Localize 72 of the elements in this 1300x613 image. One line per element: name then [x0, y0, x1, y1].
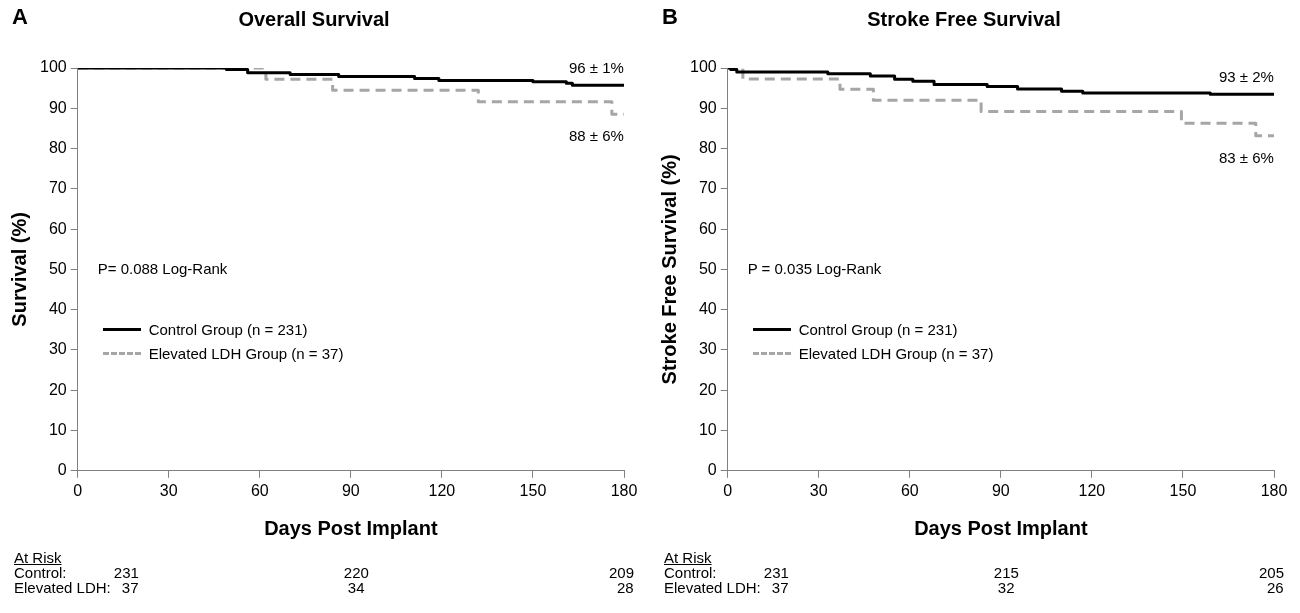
text: 37: [771, 579, 789, 596]
text: 231: [113, 564, 139, 581]
y-tick-label: 30: [698, 340, 717, 358]
x-tick-label: 0: [723, 481, 733, 499]
text: At Risk: [14, 549, 62, 566]
annotation: P= 0.088 Log-Rank: [97, 259, 228, 277]
x-tick-label: 180: [1260, 481, 1288, 499]
x-tick-label: 180: [610, 481, 638, 499]
y-tick-label: 60: [48, 219, 67, 237]
y-tick-label: 70: [698, 179, 717, 197]
x-tick-label: 60: [250, 481, 269, 499]
text: 220: [343, 564, 369, 581]
annotation: 83 ± 6%: [1219, 148, 1274, 166]
annotation: 93 ± 2%: [1219, 68, 1274, 86]
text: Elevated LDH:: [14, 579, 111, 596]
annotation: 96 ± 1%: [569, 59, 624, 77]
x-tick-label: 120: [428, 481, 456, 499]
y-tick-label: 80: [698, 138, 717, 156]
text: 205: [1259, 564, 1285, 581]
text: 26: [1267, 579, 1284, 596]
text: Control:: [14, 564, 67, 581]
x-tick-label: 90: [991, 481, 1010, 499]
y-axis-title: Survival (%): [7, 212, 30, 327]
text: 37: [121, 579, 139, 596]
x-tick-label: 30: [159, 481, 178, 499]
y-tick-label: 70: [48, 179, 67, 197]
text: Control:: [664, 564, 717, 581]
y-axis-title: Stroke Free Survival (%): [657, 154, 680, 385]
y-tick-label: 20: [698, 380, 717, 398]
x-axis-title: Days Post Implant: [914, 516, 1088, 539]
y-tick-label: 90: [698, 98, 717, 116]
text: 34: [347, 579, 365, 596]
annotation: 88 ± 6%: [569, 127, 624, 145]
y-tick-label: 0: [57, 461, 67, 479]
x-tick-label: 60: [900, 481, 919, 499]
y-tick-label: 50: [48, 259, 67, 277]
text: At Risk: [664, 549, 712, 566]
annotation: P = 0.035 Log-Rank: [747, 259, 882, 277]
x-tick-label: 90: [341, 481, 360, 499]
y-tick-label: 100: [39, 58, 67, 76]
x-tick-label: 30: [809, 481, 828, 499]
chart-title: Overall Survival: [238, 7, 390, 30]
y-tick-label: 40: [48, 300, 67, 318]
text: 209: [609, 564, 635, 581]
legend-label: Elevated LDH Group (n = 37): [798, 345, 994, 363]
x-tick-label: 0: [73, 481, 83, 499]
x-tick-label: 150: [519, 481, 547, 499]
chart-title: Stroke Free Survival: [867, 7, 1061, 30]
y-tick-label: 30: [48, 340, 67, 358]
y-tick-label: 50: [698, 259, 717, 277]
text: 28: [617, 579, 634, 596]
x-axis-title: Days Post Implant: [264, 516, 438, 539]
text: 32: [997, 579, 1015, 596]
y-tick-label: 20: [48, 380, 67, 398]
x-tick-label: 150: [1169, 481, 1197, 499]
text: 215: [993, 564, 1019, 581]
legend-label: Control Group (n = 231): [148, 321, 308, 339]
legend-label: Control Group (n = 231): [798, 321, 958, 339]
y-tick-label: 100: [689, 58, 717, 76]
y-tick-label: 40: [698, 300, 717, 318]
text: 231: [763, 564, 789, 581]
text: A: [12, 4, 28, 30]
text: Elevated LDH:: [664, 579, 761, 596]
y-tick-label: 60: [698, 219, 717, 237]
legend-label: Elevated LDH Group (n = 37): [148, 345, 344, 363]
text: B: [662, 4, 678, 30]
y-tick-label: 10: [698, 420, 717, 438]
x-tick-label: 120: [1078, 481, 1106, 499]
y-tick-label: 80: [48, 138, 67, 156]
y-tick-label: 10: [48, 420, 67, 438]
y-tick-label: 0: [707, 461, 717, 479]
y-tick-label: 90: [48, 98, 67, 116]
